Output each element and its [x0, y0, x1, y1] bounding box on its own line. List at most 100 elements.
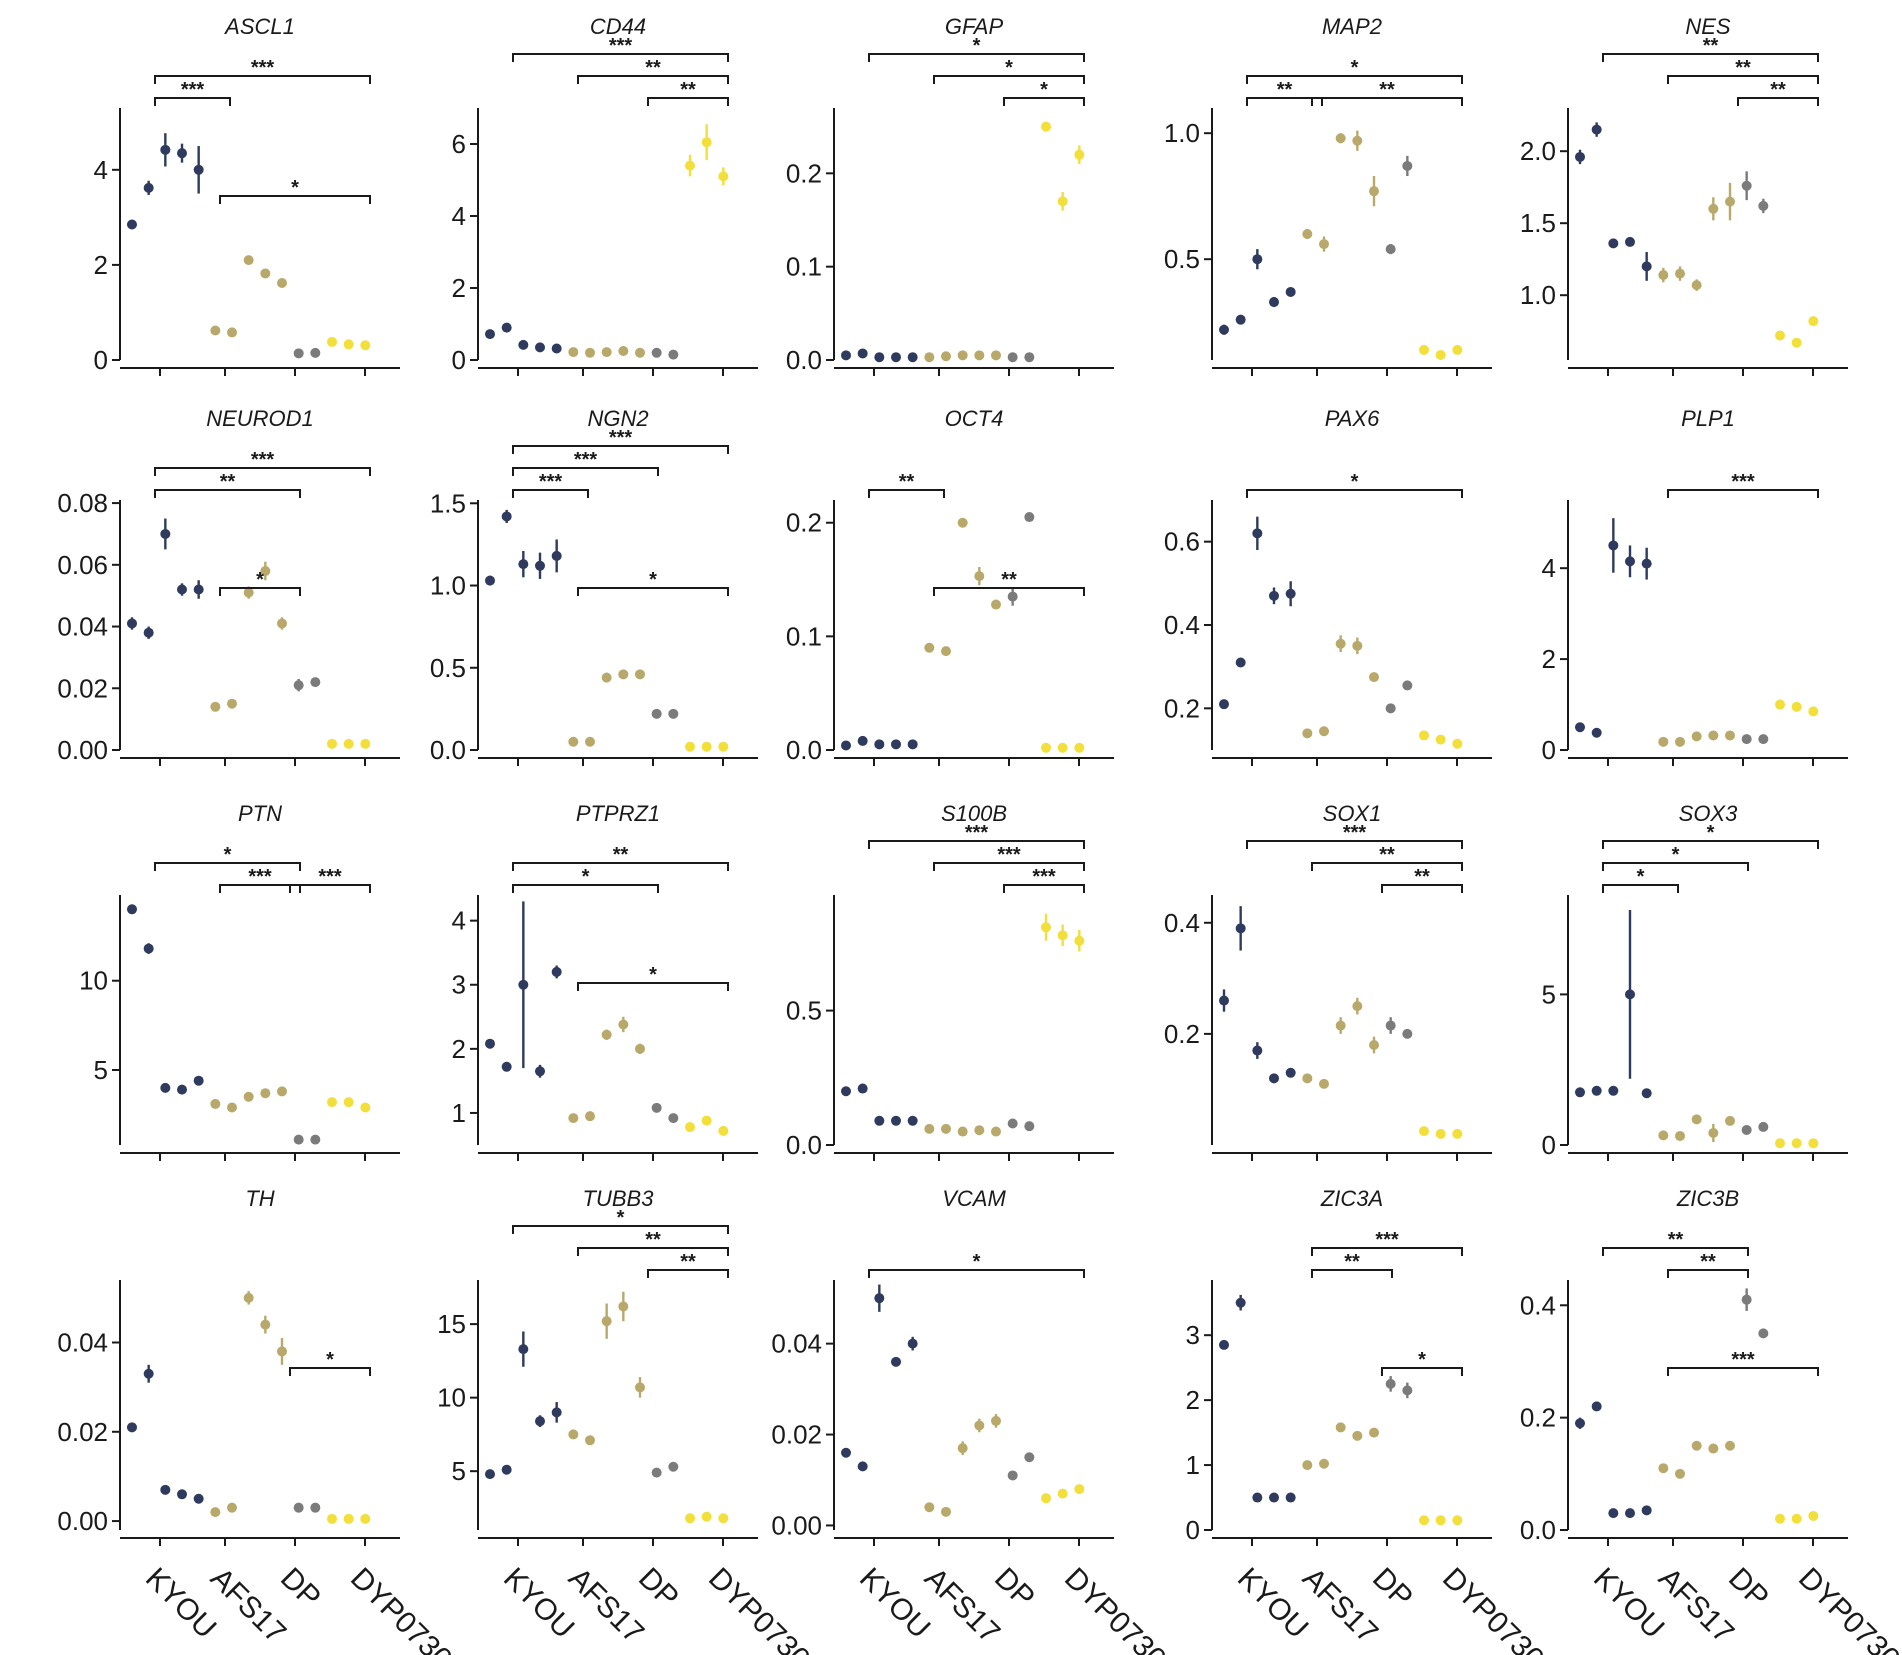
data-point-dp	[651, 347, 662, 358]
significance-label: **	[1703, 35, 1719, 57]
data-point-dp	[1385, 244, 1396, 255]
data-point-dyp0730	[1435, 1128, 1446, 1139]
data-point-dyp0730	[1775, 699, 1785, 710]
data-point-dyp0730	[701, 1511, 712, 1522]
significance-bracket	[1602, 840, 1819, 849]
significance-bracket	[1602, 53, 1819, 62]
data-point-afs17	[1319, 1078, 1329, 1089]
data-point-dp	[1007, 1470, 1018, 1481]
data-point-kyou	[1219, 324, 1229, 335]
data-point-dp	[293, 348, 304, 359]
data-point-kyou	[518, 979, 529, 990]
data-point-dyp0730	[1791, 701, 1802, 712]
y-tick-label: 4	[1542, 553, 1556, 583]
data-point-afs17	[1708, 203, 1719, 214]
x-category-label: AFS17	[918, 1562, 1006, 1650]
data-point-dp	[1758, 1328, 1769, 1339]
data-point-dyp0730	[1041, 121, 1051, 132]
y-tick-label: 3	[452, 970, 466, 1000]
data-point-dp	[1402, 160, 1413, 171]
data-point-afs17	[1369, 186, 1379, 197]
y-tick-label: 0.04	[771, 1329, 822, 1359]
significance-label: *	[1418, 1349, 1426, 1371]
data-point-kyou	[501, 1464, 512, 1475]
significance-label: **	[1700, 1251, 1716, 1273]
significance-bracket	[289, 884, 371, 893]
significance-bracket	[219, 884, 301, 893]
data-point-dyp0730	[1791, 1138, 1802, 1149]
y-tick-label: 1.0	[1520, 280, 1556, 310]
data-point-dp	[1024, 1452, 1035, 1463]
x-category-label: KYOU	[1587, 1562, 1670, 1645]
data-point-dyp0730	[1074, 935, 1085, 946]
data-point-afs17	[227, 1102, 237, 1113]
data-point-afs17	[1369, 1040, 1379, 1050]
data-point-dp	[668, 349, 679, 360]
panel-title: SOX3	[1679, 801, 1738, 826]
data-point-kyou	[1219, 1339, 1229, 1350]
data-point-afs17	[568, 1113, 579, 1124]
significance-bracket	[1003, 97, 1085, 106]
data-point-kyou	[1591, 1085, 1602, 1096]
data-point-kyou	[874, 1115, 885, 1126]
significance-bracket	[1246, 75, 1463, 84]
data-point-afs17	[1352, 1430, 1363, 1441]
data-point-dp	[668, 1113, 679, 1124]
data-point-kyou	[177, 1084, 187, 1095]
x-category-label: AFS17	[1652, 1562, 1740, 1650]
y-tick-label: 2	[1542, 644, 1556, 674]
data-point-dp	[651, 708, 662, 719]
y-tick-label: 0.4	[1164, 908, 1200, 938]
significance-bracket	[1602, 862, 1749, 871]
data-point-kyou	[841, 1447, 851, 1458]
panel-title: ZIC3A	[1320, 1186, 1383, 1211]
y-tick-label: 0.00	[57, 735, 108, 765]
data-point-dyp0730	[701, 1115, 712, 1126]
significance-label: **	[645, 57, 661, 79]
significance-bracket	[512, 467, 659, 476]
data-point-dp	[293, 1134, 304, 1145]
data-point-kyou	[177, 148, 187, 159]
data-point-kyou	[1625, 989, 1635, 1000]
significance-bracket	[219, 587, 301, 596]
data-point-afs17	[1335, 1020, 1346, 1031]
significance-bracket	[1602, 884, 1679, 893]
panel-oct4: OCT4 0.0 0.1 0.2 ** **	[786, 406, 1114, 766]
data-point-afs17	[1675, 1468, 1685, 1479]
data-point-dp	[1402, 1028, 1413, 1039]
data-point-dyp0730	[685, 1122, 695, 1133]
data-point-kyou	[1641, 261, 1652, 272]
data-point-kyou	[518, 1344, 529, 1355]
data-point-kyou	[907, 1338, 918, 1349]
data-point-kyou	[857, 348, 868, 359]
data-point-dyp0730	[1419, 730, 1429, 741]
data-point-kyou	[1608, 1085, 1619, 1096]
y-tick-label: 0.2	[1164, 693, 1200, 723]
data-point-dyp0730	[685, 160, 695, 171]
data-point-dp	[310, 1134, 321, 1145]
data-point-afs17	[277, 618, 287, 629]
significance-label: *	[291, 177, 299, 199]
data-point-dp	[1024, 352, 1035, 363]
y-tick-label: 0.00	[771, 1510, 822, 1540]
data-point-kyou	[1575, 1087, 1585, 1098]
data-point-afs17	[1352, 1001, 1363, 1012]
significance-bracket	[1246, 840, 1463, 849]
data-point-kyou	[907, 352, 918, 363]
significance-label: *	[1351, 471, 1359, 493]
x-category-label: DP	[1722, 1562, 1775, 1615]
data-point-dp	[1741, 734, 1752, 745]
data-point-dyp0730	[1057, 930, 1068, 941]
data-point-afs17	[1369, 1427, 1379, 1438]
data-point-afs17	[974, 350, 985, 361]
data-point-dp	[1402, 680, 1413, 691]
data-point-kyou	[1235, 314, 1246, 325]
y-tick-label: 0.4	[1520, 1290, 1556, 1320]
significance-bracket	[1737, 97, 1819, 106]
significance-label: **	[1379, 844, 1395, 866]
data-point-kyou	[518, 339, 529, 350]
data-point-kyou	[1252, 528, 1263, 539]
y-tick-label: 0	[94, 345, 108, 375]
data-point-kyou	[501, 1061, 512, 1072]
data-point-afs17	[1352, 135, 1363, 146]
